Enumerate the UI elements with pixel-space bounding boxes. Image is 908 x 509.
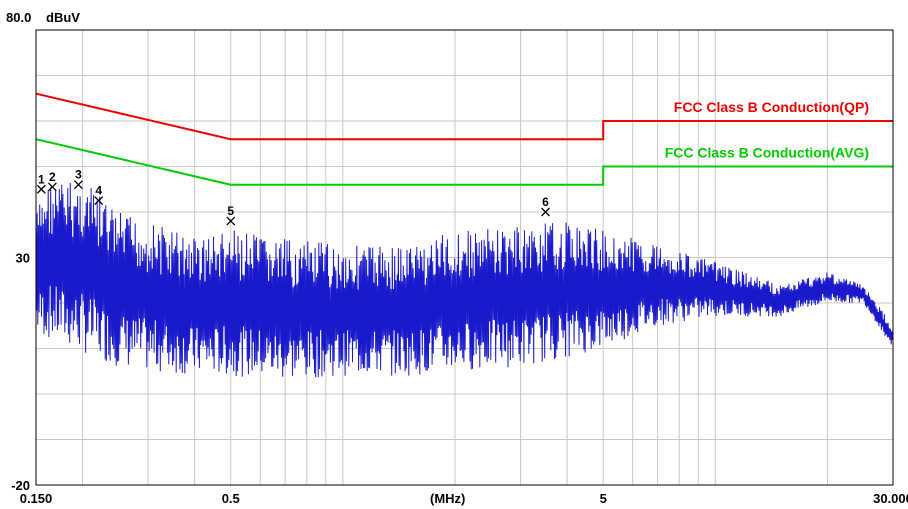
limit-lines: FCC Class B Conduction(QP) FCC Class B Co… [35,92,893,186]
y-tick-label: -20 [11,478,30,493]
x-tick-label: 0.5 [222,491,240,506]
marker-x [36,184,46,194]
marker-x [73,180,83,190]
y-unit-label: dBuV [46,10,80,25]
marker-x [47,182,57,192]
marker-label: 6 [542,195,549,209]
trace-line [35,182,894,378]
series-label: FCC Class B Conduction(AVG) [665,145,869,161]
marker-x [226,216,236,226]
marker-label: 5 [227,204,234,218]
series-label: FCC Class B Conduction(QP) [674,99,869,115]
limit-line [35,138,893,186]
marker-label: 3 [75,168,82,182]
y-tick-label: 30 [16,251,30,266]
marker-label: 2 [49,170,56,184]
x-tick-label: 0.150 [20,491,53,506]
y-top-label: 80.0 [6,10,31,25]
marker-label: 1 [38,172,45,186]
plot-frame [35,29,894,486]
axis-labels: 80.0 dBuV (MHz) 0.150 0.5 5 30.000 30 -20 [6,10,908,506]
limit-line [35,92,893,141]
x-tick-label: 30.000 [873,491,908,506]
marker-x [541,207,550,217]
x-unit-label: (MHz) [430,491,465,506]
x-tick-label: 5 [600,491,607,506]
marker-x [94,196,104,206]
marker-label: 4 [95,184,102,198]
measurement-trace [35,182,894,378]
